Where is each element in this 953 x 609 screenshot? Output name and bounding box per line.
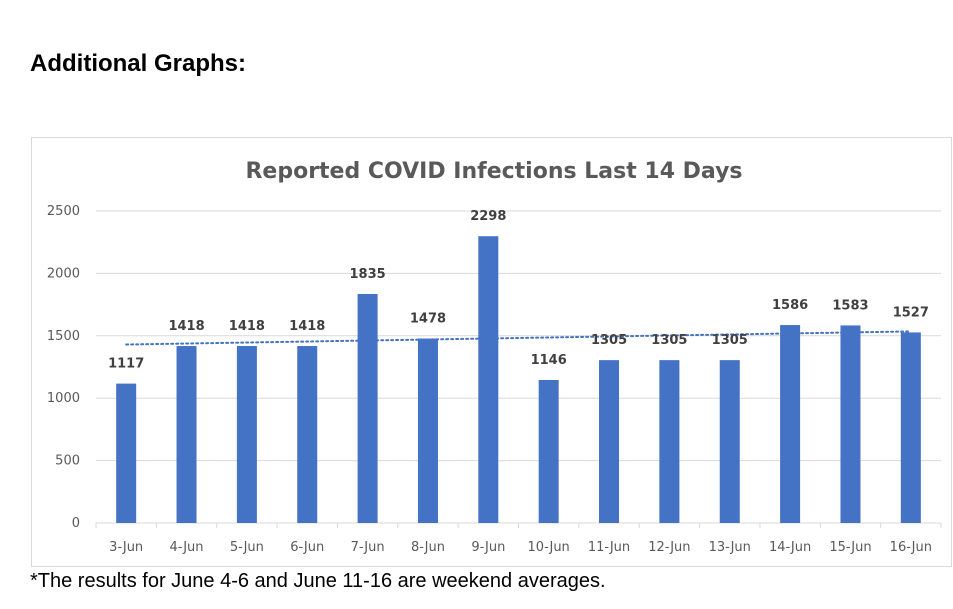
- data-labels: 1117 1418 1418 1418 1835 1478 2298 1146 1305 1305…: [108, 209, 929, 371]
- bar: [236, 346, 257, 523]
- gridlines: [96, 210, 941, 524]
- bar: [116, 383, 137, 523]
- chart-title: Reported COVID Infections Last 14 Days: [245, 159, 742, 184]
- x-tick-label: 3-Jun: [109, 540, 143, 555]
- y-tick-label: 0: [72, 516, 80, 531]
- data-label: 1418: [229, 319, 265, 334]
- footnote: *The results for June 4-6 and June 11-16…: [30, 570, 606, 592]
- y-tick-label: 1000: [47, 391, 80, 406]
- x-tick-label: 5-Jun: [230, 540, 264, 555]
- data-label: 1418: [168, 319, 204, 334]
- bar: [417, 338, 438, 523]
- x-tick-label: 14-Jun: [769, 540, 811, 555]
- data-label: 1305: [651, 333, 687, 348]
- bar: [719, 360, 740, 523]
- y-tick-label: 2000: [47, 266, 80, 281]
- data-label: 1527: [893, 305, 929, 320]
- data-label: 1583: [832, 298, 868, 313]
- y-axis-ticks: 0 500 1000 1500 2000 2500: [47, 204, 80, 531]
- x-tick-label: 13-Jun: [709, 540, 751, 555]
- x-tick-label: 4-Jun: [170, 540, 204, 555]
- y-tick-label: 1500: [47, 329, 80, 344]
- y-tick-label: 2500: [47, 204, 80, 219]
- data-label: 1117: [108, 357, 144, 372]
- x-tick-label: 10-Jun: [528, 540, 570, 555]
- x-tick-label: 6-Jun: [290, 540, 324, 555]
- chart-container: Reported COVID Infections Last 14 Days 0…: [31, 137, 952, 567]
- data-label: 1305: [591, 333, 627, 348]
- bar: [780, 325, 801, 523]
- data-label: 1835: [350, 267, 386, 282]
- bar: [297, 346, 318, 523]
- y-tick-label: 500: [55, 454, 80, 469]
- trendline: [125, 330, 912, 346]
- bar: [478, 236, 499, 523]
- bars: [116, 236, 921, 523]
- data-label: 1478: [410, 312, 446, 327]
- bar: [176, 346, 197, 523]
- data-label: 1146: [531, 353, 567, 368]
- bar: [900, 332, 921, 523]
- x-tick-label: 16-Jun: [890, 540, 932, 555]
- x-tick-label: 7-Jun: [351, 540, 385, 555]
- x-tick-label: 11-Jun: [588, 540, 630, 555]
- bar: [599, 360, 620, 523]
- x-tick-label: 9-Jun: [471, 540, 505, 555]
- x-tick-label: 8-Jun: [411, 540, 445, 555]
- bar: [538, 379, 559, 523]
- data-label: 2298: [470, 209, 506, 224]
- x-axis-ticks: 3-Jun 4-Jun 5-Jun 6-Jun 7-Jun 8-Jun 9-Jun 10-Ju…: [95, 523, 942, 555]
- x-tick-label: 12-Jun: [648, 540, 690, 555]
- bar: [357, 293, 378, 523]
- data-label: 1305: [712, 333, 748, 348]
- data-label: 1586: [772, 298, 808, 313]
- x-tick-label: 15-Jun: [829, 540, 871, 555]
- bar: [659, 360, 680, 523]
- trendline-group: [125, 330, 912, 346]
- data-label: 1418: [289, 319, 325, 334]
- bar-chart: Reported COVID Infections Last 14 Days 0…: [47, 159, 942, 555]
- section-heading: Additional Graphs:: [30, 50, 246, 77]
- bar: [840, 325, 861, 523]
